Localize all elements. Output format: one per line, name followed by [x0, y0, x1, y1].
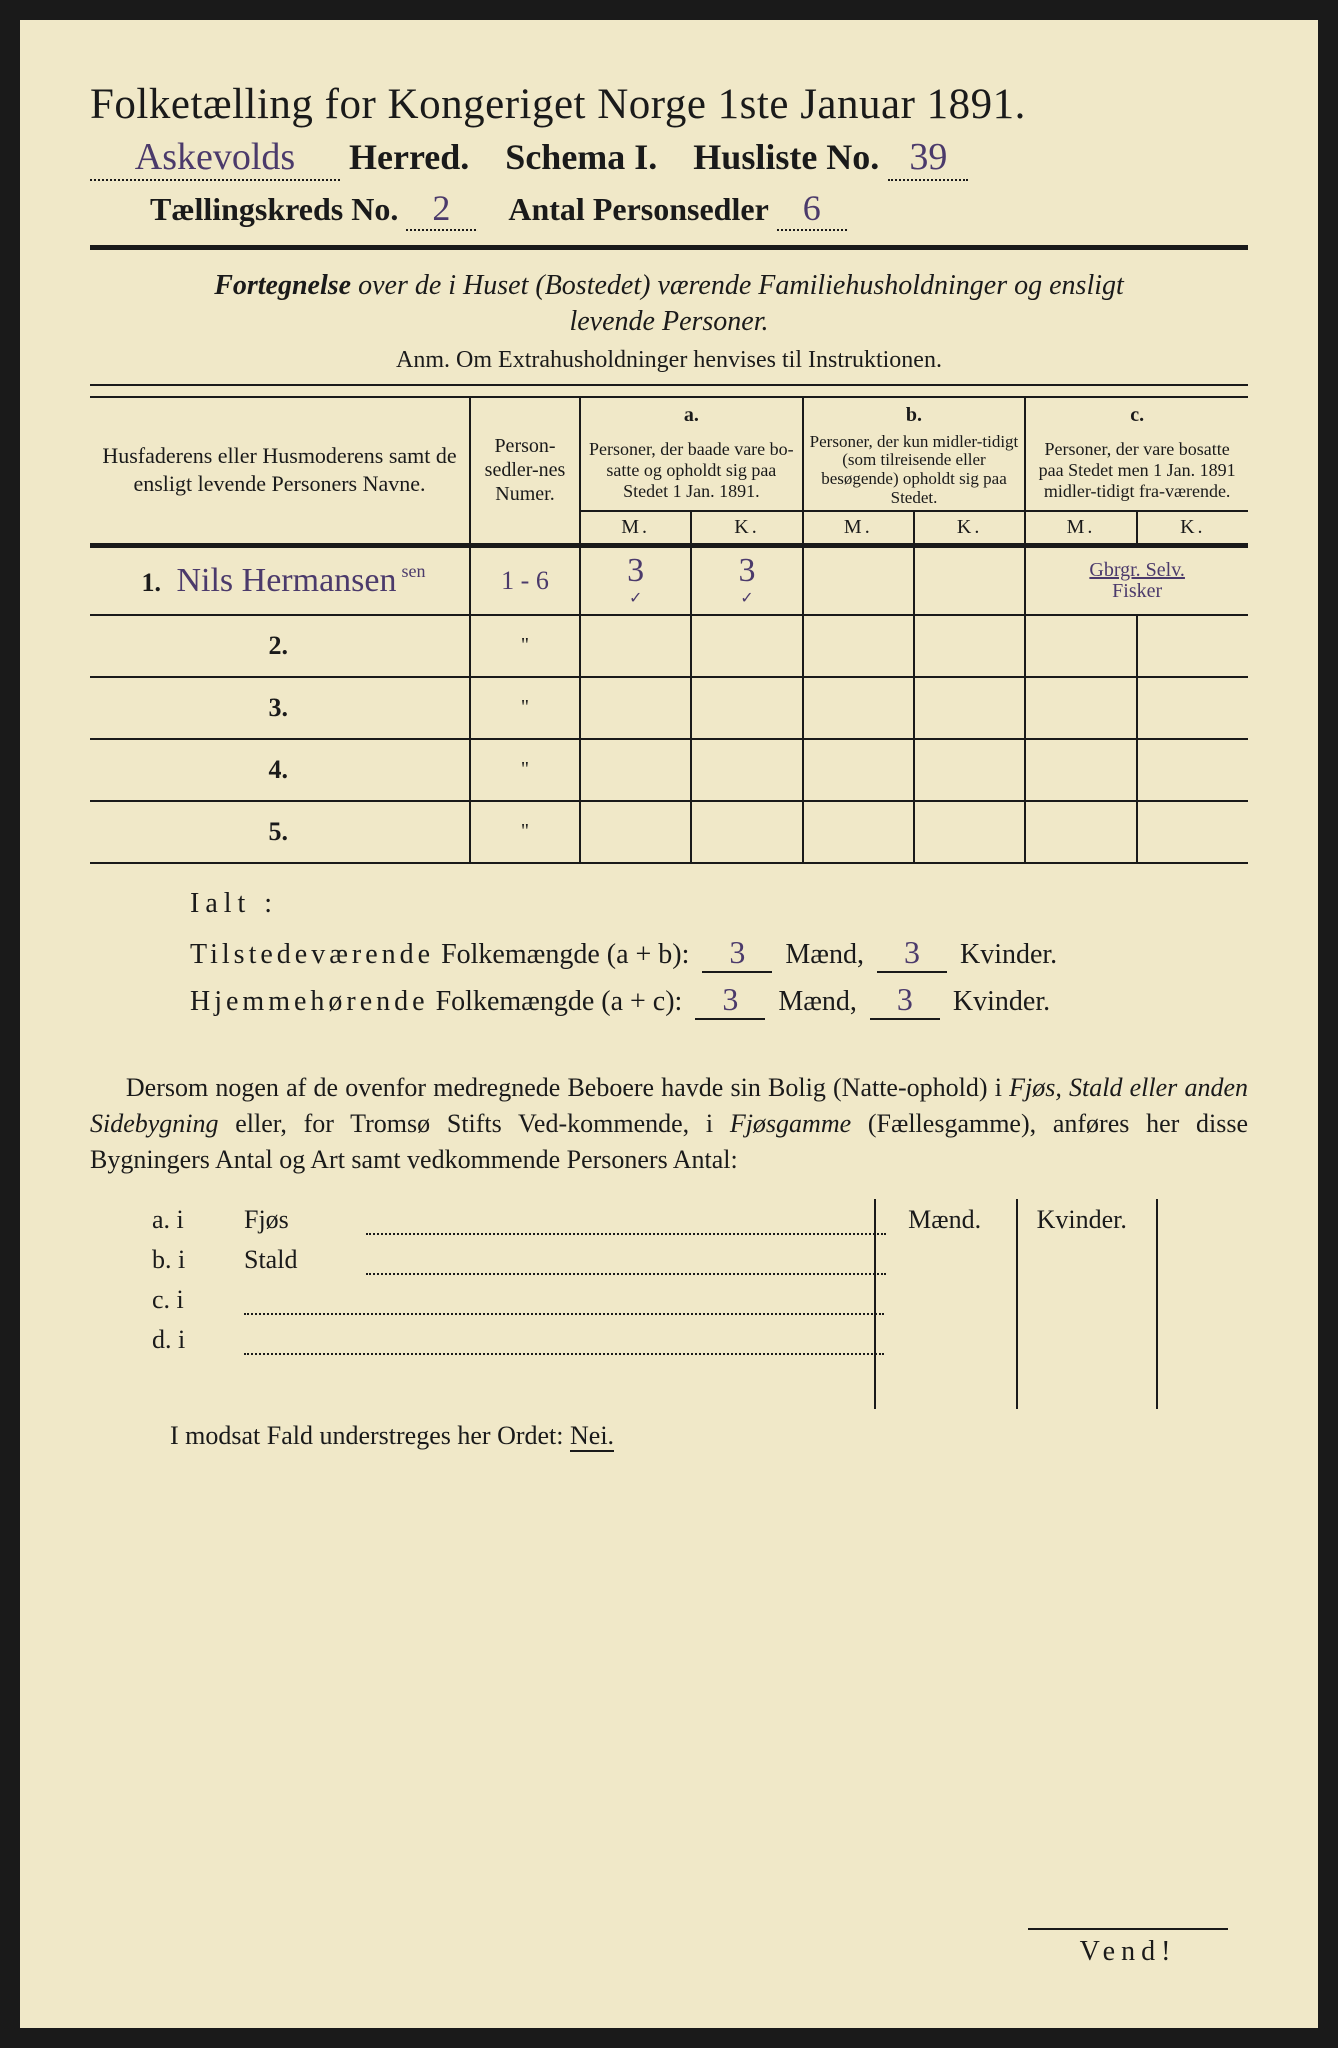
table-row: 4. " [90, 739, 1248, 801]
row1-aK: 3 [694, 552, 799, 590]
col-a-top: a. [580, 397, 803, 431]
intro-text: Fortegnelse over de i Huset (Bostedet) v… [110, 268, 1228, 341]
col-num-header: Person-sedler-nes Numer. [470, 397, 580, 545]
col-b-M: M. [803, 511, 914, 546]
row4-ditto: " [470, 739, 580, 801]
table-row: 1. Nils Hermansen sen 1 - 6 3 ✓ 3 ✓ Gbrg… [90, 545, 1248, 615]
antal-handwritten: 6 [777, 187, 847, 231]
antal-label: Antal Personsedler [508, 191, 768, 227]
side-row-a: a. i Fjøs [152, 1201, 886, 1239]
nei-line: I modsat Fald understreges her Ordet: Ne… [170, 1421, 1248, 1451]
table-row: 3. " [90, 677, 1248, 739]
col-a-M: M. [580, 511, 691, 546]
mk-kvinder: Kvinder. [1013, 1199, 1150, 1235]
herred-label: Herred. [349, 137, 469, 177]
kreds-handwritten: 2 [406, 187, 476, 231]
table-row: 5. " [90, 801, 1248, 863]
anm-text: Anm. Om Extrahusholdninger henvises til … [90, 347, 1248, 374]
col-c-K: K. [1137, 511, 1248, 546]
rule-1 [90, 245, 1248, 250]
hjemme-m: 3 [695, 981, 765, 1020]
herred-handwritten: Askevolds [90, 135, 340, 181]
maend-1: Mænd, [785, 939, 864, 970]
row1-aM-check: ✓ [583, 588, 688, 608]
side-building-paragraph: Dersom nogen af de ovenfor medregnede Be… [90, 1070, 1248, 1179]
side-b-label: Stald [244, 1241, 364, 1279]
col-b-top: b. [803, 397, 1026, 431]
col-names-header: Husfaderens eller Husmoderens samt de en… [90, 397, 470, 545]
maend-2: Mænd, [778, 986, 857, 1017]
side-building-list: Mænd.Kvinder. a. i Fjøs b. i Stald c. i … [90, 1199, 1248, 1361]
row3-num: 3. [261, 693, 299, 723]
tilstede-m: 3 [702, 934, 772, 973]
col-c-M: M. [1025, 511, 1136, 546]
intro-line2: levende Personer. [569, 306, 768, 337]
hjemme-label1: Hjemmehørende [190, 986, 429, 1017]
side-row-d: d. i [152, 1321, 886, 1359]
household-table: Husfaderens eller Husmoderens samt de en… [90, 396, 1248, 864]
kreds-line: Tællingskreds No. 2 Antal Personsedler 6 [90, 187, 1248, 231]
nei-text: I modsat Fald understreges her Ordet: [170, 1421, 570, 1450]
row1-super: sen [402, 561, 426, 581]
col-b-header: Personer, der kun midler-tidigt (som til… [803, 431, 1026, 511]
row1-remark1: Gbrgr. Selv. [1028, 560, 1246, 581]
col-c-top: c. [1025, 397, 1248, 431]
row1-name: Nils Hermansen [176, 562, 396, 599]
page-title: Folketælling for Kongeriget Norge 1ste J… [90, 80, 1248, 129]
side-row-b: b. i Stald [152, 1241, 886, 1279]
row1-num: 1. [133, 568, 171, 598]
col-b-K: K. [914, 511, 1025, 546]
row5-ditto: " [470, 801, 580, 863]
col-c-header: Personer, der vare bosatte paa Stedet me… [1025, 431, 1248, 511]
census-form-page: Folketælling for Kongeriget Norge 1ste J… [20, 20, 1318, 2028]
row1-pers: 1 - 6 [501, 566, 549, 595]
side-a-prefix: a. i [152, 1201, 242, 1239]
ialt-label: Ialt : [190, 888, 1248, 920]
vend-label: Vend! [1028, 1928, 1228, 1968]
mk-maend: Mænd. [876, 1199, 1013, 1235]
mk-box: Mænd.Kvinder. [874, 1199, 1158, 1409]
husliste-label: Husliste No. [693, 137, 879, 177]
kvinder-2: Kvinder. [953, 986, 1050, 1017]
row5-num: 5. [261, 817, 299, 847]
side-d-prefix: d. i [152, 1321, 242, 1359]
row4-num: 4. [261, 755, 299, 785]
col-a-header: Personer, der baade vare bo-satte og oph… [580, 431, 803, 511]
husliste-handwritten: 39 [888, 135, 968, 181]
side-c-prefix: c. i [152, 1281, 242, 1319]
row3-ditto: " [470, 677, 580, 739]
tilstede-label1: Tilstedeværende [190, 939, 434, 970]
nei-word: Nei. [570, 1421, 614, 1452]
side-row-c: c. i [152, 1281, 886, 1319]
row1-aK-check: ✓ [694, 588, 799, 608]
tilstede-k: 3 [877, 934, 947, 973]
row2-num: 2. [261, 631, 299, 661]
schema-label: Schema I. [505, 137, 657, 177]
rule-2 [90, 384, 1248, 386]
row2-ditto: " [470, 615, 580, 677]
table-row: 2. " [90, 615, 1248, 677]
hjemme-k: 3 [870, 981, 940, 1020]
side-a-label: Fjøs [244, 1201, 364, 1239]
herred-line: Askevolds Herred. Schema I. Husliste No.… [90, 135, 1248, 181]
side-b-prefix: b. i [152, 1241, 242, 1279]
kreds-label: Tællingskreds No. [150, 191, 398, 227]
kvinder-1: Kvinder. [960, 939, 1057, 970]
col-a-K: K. [691, 511, 802, 546]
hjemme-label2: Folkemængde (a + c): [429, 986, 683, 1017]
intro-rest: over de i Huset (Bostedet) værende Famil… [351, 270, 1124, 301]
row1-aM: 3 [583, 552, 688, 590]
intro-strong: Fortegnelse [214, 270, 351, 301]
row1-remark2: Fisker [1028, 581, 1246, 602]
totals-block: Ialt : Tilstedeværende Folkemængde (a + … [190, 888, 1248, 1020]
tilstede-label2: Folkemængde (a + b): [434, 939, 689, 970]
